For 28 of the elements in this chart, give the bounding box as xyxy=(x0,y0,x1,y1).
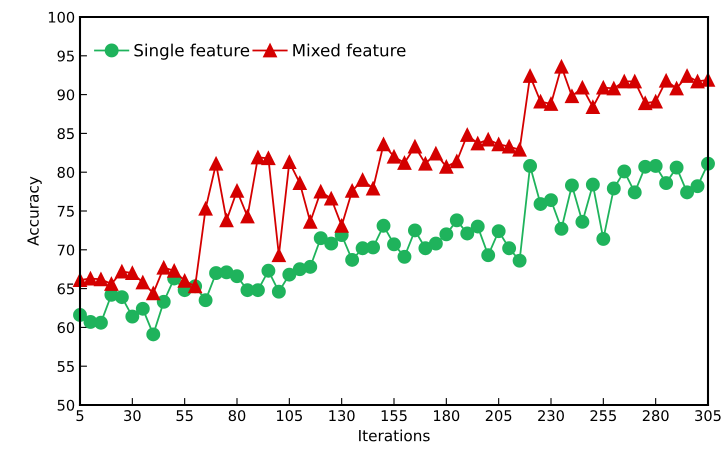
y-tick-label: 60 xyxy=(58,322,74,334)
x-tick-label: 255 xyxy=(590,410,616,422)
legend-label: Mixed feature xyxy=(293,44,406,57)
y-tick-label: 100 xyxy=(48,12,74,23)
x-tick-label: 130 xyxy=(329,410,355,422)
x-tick-label: 305 xyxy=(695,410,721,422)
y-tick-label: 95 xyxy=(58,50,74,62)
x-tick-label: 230 xyxy=(538,410,564,422)
x-tick-label: 55 xyxy=(176,410,193,422)
x-tick-label: 180 xyxy=(434,410,460,422)
x-tick-label: 30 xyxy=(124,410,141,422)
y-axis-title: Accuracy xyxy=(27,176,42,246)
x-tick-label: 280 xyxy=(642,410,669,422)
y-tick-label: 85 xyxy=(58,128,74,140)
y-tick-label: 55 xyxy=(58,361,74,372)
x-tick-label: 105 xyxy=(277,410,302,422)
x-axis-title: Iterations xyxy=(359,430,430,442)
y-tick-label: 50 xyxy=(58,400,74,411)
y-tick-label: 70 xyxy=(58,244,74,256)
x-tick-label: 80 xyxy=(228,410,246,422)
x-tick-label: 155 xyxy=(382,410,407,422)
legend-label: Single feature xyxy=(134,44,250,60)
y-tick-label: 75 xyxy=(58,206,74,217)
x-tick-label: 205 xyxy=(486,410,512,422)
y-tick-label: 65 xyxy=(58,283,74,294)
y-tick-label: 80 xyxy=(58,166,74,178)
y-tick-label: 90 xyxy=(58,89,74,100)
x-tick-label: 5 xyxy=(76,410,84,422)
